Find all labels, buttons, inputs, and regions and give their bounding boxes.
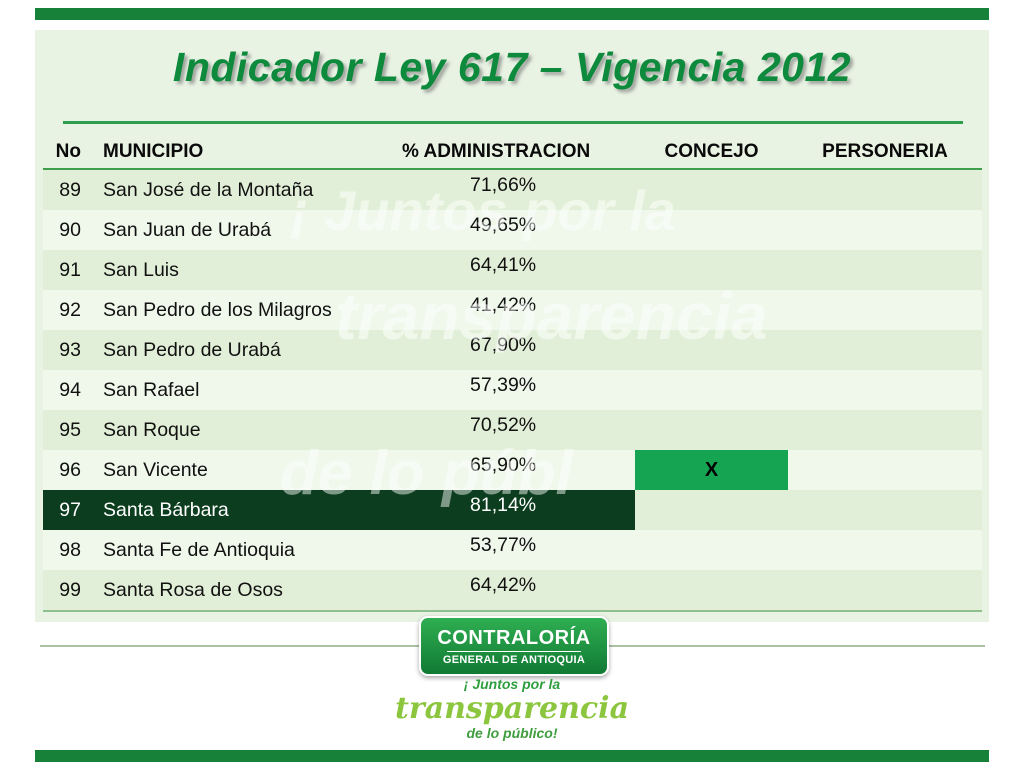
table-body: 89 San José de la Montaña 71,66% 90 San … xyxy=(43,170,982,612)
cell-concejo xyxy=(635,490,788,530)
cell-concejo xyxy=(635,250,788,290)
cell-no: 92 xyxy=(59,298,81,321)
bottom-border-bar xyxy=(35,750,989,762)
title-divider xyxy=(63,121,963,124)
table-row: 97 Santa Bárbara 81,14% xyxy=(43,490,982,530)
cell-personeria xyxy=(788,170,982,210)
cell-personeria xyxy=(788,570,982,610)
cell-municipio: San Luis xyxy=(103,258,179,281)
cell-personeria xyxy=(788,250,982,290)
header-no: No xyxy=(55,141,81,162)
table-row: 94 San Rafael 57,39% xyxy=(43,370,982,410)
cell-administracion: 67,90% xyxy=(470,334,537,356)
header-municipio: MUNICIPIO xyxy=(103,141,204,162)
cell-concejo xyxy=(635,530,788,570)
cell-administracion: 57,39% xyxy=(470,374,537,396)
cell-no: 89 xyxy=(59,178,81,201)
cell-personeria xyxy=(788,450,982,490)
cell-concejo xyxy=(635,410,788,450)
cell-administracion: 53,77% xyxy=(470,534,537,556)
cell-municipio: San Juan de Urabá xyxy=(103,218,272,241)
indicator-table: No MUNICIPIO % ADMINISTRACION CONCEJO PE… xyxy=(43,136,982,612)
cell-concejo xyxy=(635,370,788,410)
table-row: 98 Santa Fe de Antioquia 53,77% xyxy=(43,530,982,570)
cell-municipio: Santa Bárbara xyxy=(93,490,390,530)
table-row: 92 San Pedro de los Milagros 41,42% xyxy=(43,290,982,330)
cell-no: 98 xyxy=(59,538,81,561)
cell-municipio: San Roque xyxy=(103,418,201,441)
header-personeria: PERSONERIA xyxy=(822,141,948,162)
cell-administracion: 64,41% xyxy=(470,254,537,276)
cell-administracion: 49,65% xyxy=(470,214,537,236)
cell-personeria xyxy=(788,490,982,530)
cell-personeria xyxy=(788,410,982,450)
logo-divider xyxy=(447,650,581,652)
cell-municipio: Santa Rosa de Osos xyxy=(103,578,283,601)
header-administracion: % ADMINISTRACION xyxy=(402,141,591,162)
cell-concejo xyxy=(635,170,788,210)
cell-concejo: X xyxy=(635,450,788,490)
slogan-line-2: transparencia xyxy=(394,690,630,726)
cell-personeria xyxy=(788,290,982,330)
logo-slogan: ¡ Juntos por la transparencia de lo públ… xyxy=(362,676,662,742)
cell-municipio: San Rafael xyxy=(103,378,200,401)
cell-administracion: 64,42% xyxy=(470,574,537,596)
cell-no: 97 xyxy=(43,490,93,530)
slide-title: Indicador Ley 617 – Vigencia 2012 xyxy=(172,44,852,90)
cell-administracion: 70,52% xyxy=(470,414,537,436)
cell-personeria xyxy=(788,210,982,250)
table-row: 96 San Vicente 65,90% X xyxy=(43,450,982,490)
cell-municipio: San Pedro de Urabá xyxy=(103,338,281,361)
table-row: 95 San Roque 70,52% xyxy=(43,410,982,450)
cell-administracion: 65,90% xyxy=(470,454,537,476)
contraloria-logo: CONTRALORÍA GENERAL DE ANTIOQUIA xyxy=(419,616,609,676)
table-row: 89 San José de la Montaña 71,66% xyxy=(43,170,982,210)
slogan-line-3: de lo público! xyxy=(466,725,558,742)
header-concejo: CONCEJO xyxy=(664,141,759,162)
cell-concejo xyxy=(635,210,788,250)
logo-subtitle: GENERAL DE ANTIOQUIA xyxy=(442,653,586,666)
table-row: 99 Santa Rosa de Osos 64,42% xyxy=(43,570,982,610)
cell-no: 90 xyxy=(59,218,81,241)
cell-no: 96 xyxy=(59,458,81,481)
slogan-line-1: ¡ Juntos por la xyxy=(463,676,561,692)
cell-personeria xyxy=(788,530,982,570)
cell-municipio: San José de la Montaña xyxy=(103,178,314,201)
cell-municipio: San Vicente xyxy=(103,458,208,481)
cell-administracion: 71,66% xyxy=(470,174,537,196)
cell-no: 94 xyxy=(59,378,81,401)
cell-personeria xyxy=(788,330,982,370)
cell-no: 99 xyxy=(59,578,81,601)
slide-body: Indicador Ley 617 – Vigencia 2012 ¡ Junt… xyxy=(35,30,989,622)
cell-no: 95 xyxy=(59,418,81,441)
table-row: 93 San Pedro de Urabá 67,90% xyxy=(43,330,982,370)
cell-concejo xyxy=(635,570,788,610)
cell-no: 91 xyxy=(59,258,81,281)
cell-administracion: 81,14% xyxy=(390,490,635,530)
cell-municipio: Santa Fe de Antioquia xyxy=(103,538,295,561)
cell-administracion: 41,42% xyxy=(470,294,537,316)
cell-personeria xyxy=(788,370,982,410)
table-header-row: No MUNICIPIO % ADMINISTRACION CONCEJO PE… xyxy=(43,136,982,170)
cell-no: 93 xyxy=(59,338,81,361)
cell-concejo xyxy=(635,290,788,330)
logo-title: CONTRALORÍA xyxy=(437,626,591,649)
table-row: 91 San Luis 64,41% xyxy=(43,250,982,290)
top-border-bar xyxy=(35,8,989,20)
cell-concejo xyxy=(635,330,788,370)
table-row: 90 San Juan de Urabá 49,65% xyxy=(43,210,982,250)
cell-municipio: San Pedro de los Milagros xyxy=(103,298,332,321)
